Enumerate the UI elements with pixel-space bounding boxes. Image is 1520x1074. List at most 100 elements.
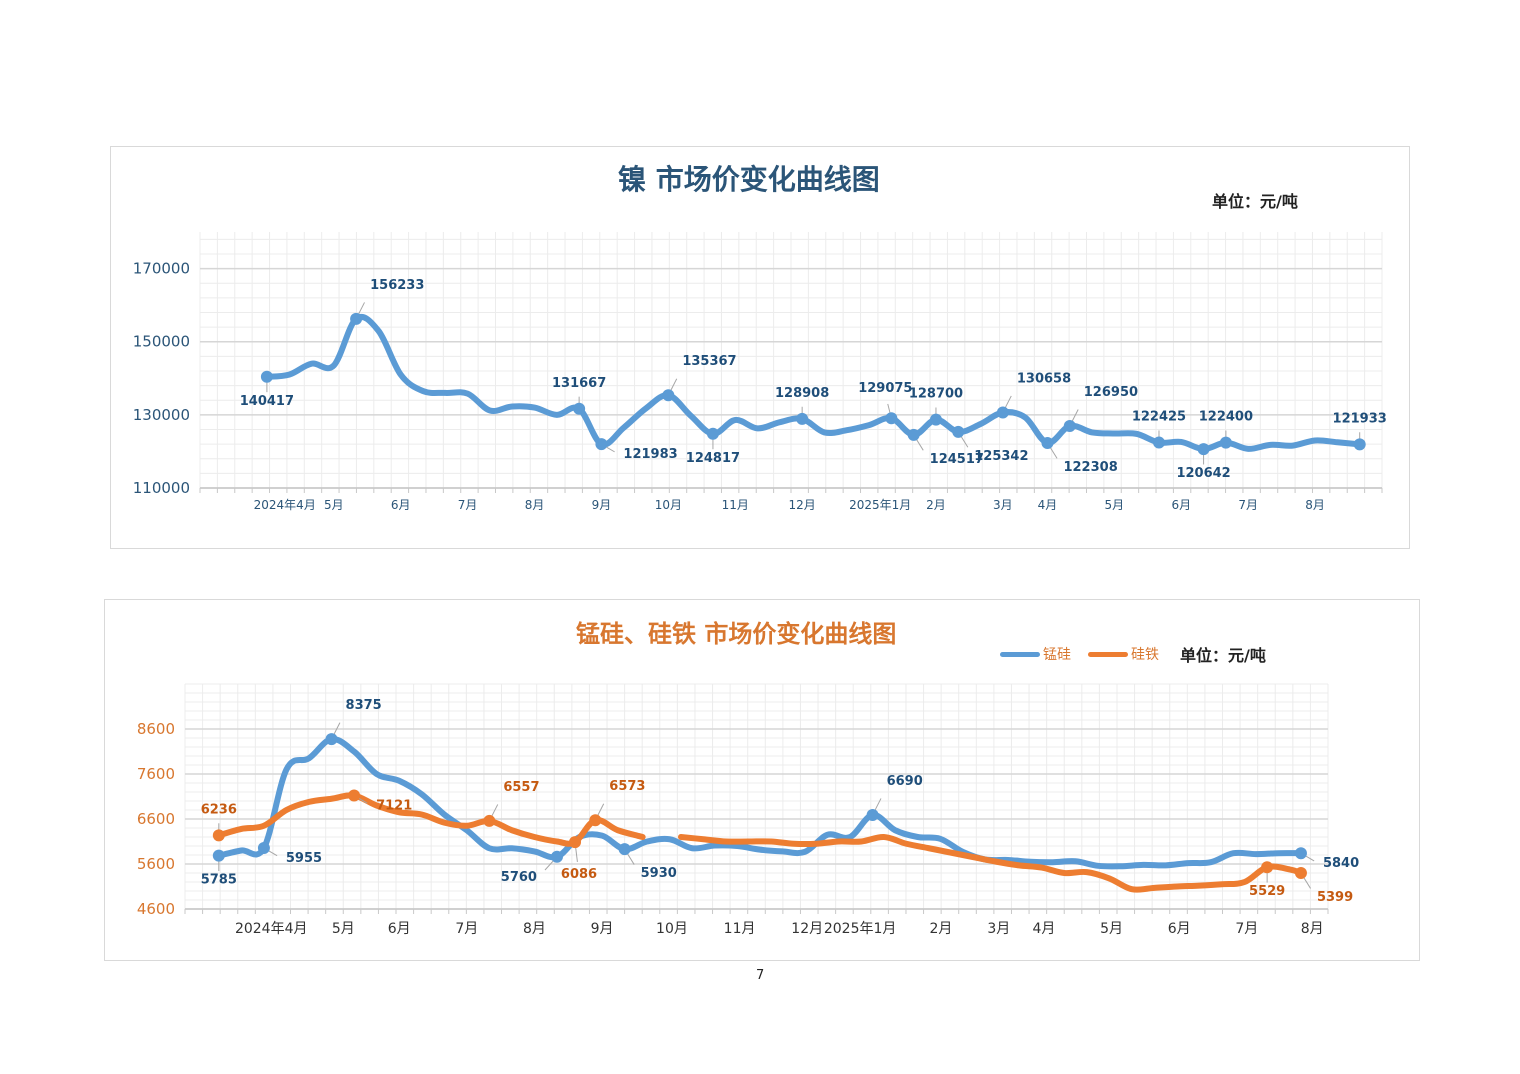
chart-1-xtick-label: 6月 bbox=[388, 921, 411, 937]
chart-0-annotation-marker bbox=[1219, 436, 1232, 449]
chart-1-ytick-label: 4600 bbox=[137, 900, 175, 918]
chart-0-data-label: 121933 bbox=[1333, 411, 1387, 426]
chart-1-xtick-label: 4月 bbox=[1032, 921, 1055, 937]
chart-1-data-label: 6557 bbox=[503, 780, 539, 795]
chart-0-xtick-label: 6月 bbox=[391, 498, 411, 512]
chart-1-annotation-marker bbox=[1294, 867, 1307, 880]
chart-0-data-label: 128700 bbox=[909, 387, 963, 402]
chart-1-xtick-label: 5月 bbox=[332, 921, 355, 937]
chart-1-annotation-marker bbox=[212, 849, 225, 862]
chart-1-annotation-marker bbox=[550, 850, 563, 863]
chart-0-xtick-label: 4月 bbox=[1038, 498, 1058, 512]
chart-1-data-label: 6690 bbox=[887, 774, 923, 789]
nickel-chart-frame bbox=[110, 146, 1410, 549]
chart-0-xtick-label: 8月 bbox=[525, 498, 545, 512]
chart-1-xtick-label: 5月 bbox=[1100, 921, 1123, 937]
chart-0-data-label: 126950 bbox=[1084, 385, 1138, 400]
chart-0-data-label: 131667 bbox=[552, 376, 606, 391]
chart-0-annotation-marker bbox=[573, 402, 586, 415]
page-number: 7 bbox=[756, 968, 765, 983]
chart-0-data-label: 135367 bbox=[682, 354, 736, 369]
chart-1-data-label: 8375 bbox=[346, 698, 382, 713]
chart-1-xtick-label: 8月 bbox=[1301, 921, 1324, 937]
chart-1-xtick-label: 2025年1月 bbox=[824, 921, 897, 937]
chart-0-xtick-label: 12月 bbox=[789, 498, 816, 512]
chart-0-annotation-marker bbox=[595, 438, 608, 451]
chart-0-xtick-label: 2025年1月 bbox=[849, 498, 911, 512]
chart-0-ytick-label: 130000 bbox=[133, 406, 190, 424]
chart-1-annotation-marker bbox=[212, 829, 225, 842]
chart-1-ytick-label: 6600 bbox=[137, 810, 175, 828]
chart-0-annotation-marker bbox=[1197, 443, 1210, 456]
chart-1-data-label: 5760 bbox=[501, 870, 537, 885]
mnsi-fesi-chart-title: 锰硅、硅铁 市场价变化曲线图 bbox=[576, 620, 897, 648]
chart-0-data-label: 130658 bbox=[1017, 371, 1071, 386]
chart-1-annotation-marker bbox=[483, 814, 496, 827]
chart-0-annotation-marker bbox=[952, 425, 965, 438]
chart-1-data-label: 5840 bbox=[1323, 856, 1359, 871]
chart-0-data-label: 129075 bbox=[858, 381, 912, 396]
chart-1-xtick-label: 7月 bbox=[1235, 921, 1258, 937]
chart-1-data-label: 6236 bbox=[201, 802, 237, 817]
chart-0-data-label: 125342 bbox=[974, 449, 1028, 464]
chart-1-annotation-marker bbox=[257, 842, 270, 855]
chart-1-xtick-label: 9月 bbox=[591, 921, 614, 937]
chart-0-data-label: 122400 bbox=[1199, 410, 1253, 425]
chart-1-data-label: 5399 bbox=[1317, 890, 1353, 905]
chart-0-annotation-marker bbox=[929, 413, 942, 426]
chart-0-series-0-line bbox=[263, 313, 1363, 453]
legend-item-fesi: 硅铁 bbox=[1088, 644, 1159, 664]
chart-1-ytick-label: 8600 bbox=[137, 720, 175, 738]
chart-1-ytick-label: 5600 bbox=[137, 855, 175, 873]
chart-0-data-label: 120642 bbox=[1176, 466, 1230, 481]
chart-1-data-label: 5930 bbox=[641, 866, 677, 881]
chart-1-xtick-label: 3月 bbox=[987, 921, 1010, 937]
chart-0-xtick-label: 7月 bbox=[458, 498, 478, 512]
chart-1-group: 4600 5600 6600 7600 8600 2024年4月 5月 6月 7月 8月 9月 10月… bbox=[137, 683, 1359, 937]
chart-0-data-label: 122425 bbox=[1132, 410, 1186, 425]
chart-0-data-label: 140417 bbox=[240, 394, 294, 409]
chart-0-xtick-label: 3月 bbox=[993, 498, 1013, 512]
chart-1-ytick-label: 7600 bbox=[137, 765, 175, 783]
chart-1-data-label: 5955 bbox=[286, 851, 322, 866]
chart-1-annotation-marker bbox=[325, 733, 338, 746]
chart-0-annotation-marker bbox=[706, 427, 719, 440]
chart-0-ytick-label: 110000 bbox=[133, 479, 190, 497]
nickel-chart-title: 镍 市场价变化曲线图 bbox=[618, 163, 880, 196]
chart-0-annotation-marker bbox=[1063, 420, 1076, 433]
legend-item-mnsi: 锰硅 bbox=[1000, 644, 1071, 664]
chart-1-annotation-marker bbox=[569, 836, 582, 849]
chart-0-data-label: 122308 bbox=[1063, 460, 1117, 475]
chart-1-xtick-label: 11月 bbox=[724, 921, 756, 937]
mnsi-fesi-unit-label: 单位：元/吨 bbox=[1180, 646, 1266, 665]
chart-0-annotation-marker bbox=[1353, 438, 1366, 451]
legend-label-mnsi: 锰硅 bbox=[1043, 647, 1071, 663]
chart-0-xtick-label: 9月 bbox=[592, 498, 612, 512]
chart-1-data-label: 5785 bbox=[201, 873, 237, 888]
chart-0-xtick-label: 2024年4月 bbox=[254, 498, 316, 512]
mnsi-fesi-chart-frame bbox=[104, 599, 1420, 961]
legend-label-fesi: 硅铁 bbox=[1131, 647, 1159, 663]
chart-1-data-label: 6086 bbox=[561, 867, 597, 882]
chart-0-xtick-label: 11月 bbox=[722, 498, 749, 512]
chart-1-annotation-marker bbox=[348, 789, 361, 802]
chart-0-group: 110000 130000 150000 170000 2024年4月 5月 6月 7月 8月 9… bbox=[133, 232, 1387, 512]
chart-0-xtick-label: 6月 bbox=[1171, 498, 1191, 512]
chart-0-annotation-marker bbox=[1041, 436, 1054, 449]
chart-0-annotation-marker bbox=[996, 406, 1009, 419]
chart-1-annotation-marker bbox=[866, 808, 879, 821]
chart-1-annotation-marker bbox=[618, 843, 631, 856]
chart-1-xtick-label: 12月 bbox=[791, 921, 823, 937]
chart-0-xtick-label: 5月 bbox=[324, 498, 344, 512]
chart-1-data-label: 7121 bbox=[376, 799, 412, 814]
chart-0-data-label: 124817 bbox=[686, 451, 740, 466]
chart-1-data-label: 5529 bbox=[1249, 884, 1285, 899]
chart-0-annotation-marker bbox=[1152, 436, 1165, 449]
chart-0-data-label: 121983 bbox=[623, 447, 677, 462]
chart-0-xtick-label: 7月 bbox=[1238, 498, 1258, 512]
chart-1-xtick-label: 8月 bbox=[523, 921, 546, 937]
chart-1-xtick-label: 2024年4月 bbox=[235, 921, 308, 937]
chart-1-xtick-label: 10月 bbox=[656, 921, 688, 937]
chart-0-xtick-label: 5月 bbox=[1105, 498, 1125, 512]
